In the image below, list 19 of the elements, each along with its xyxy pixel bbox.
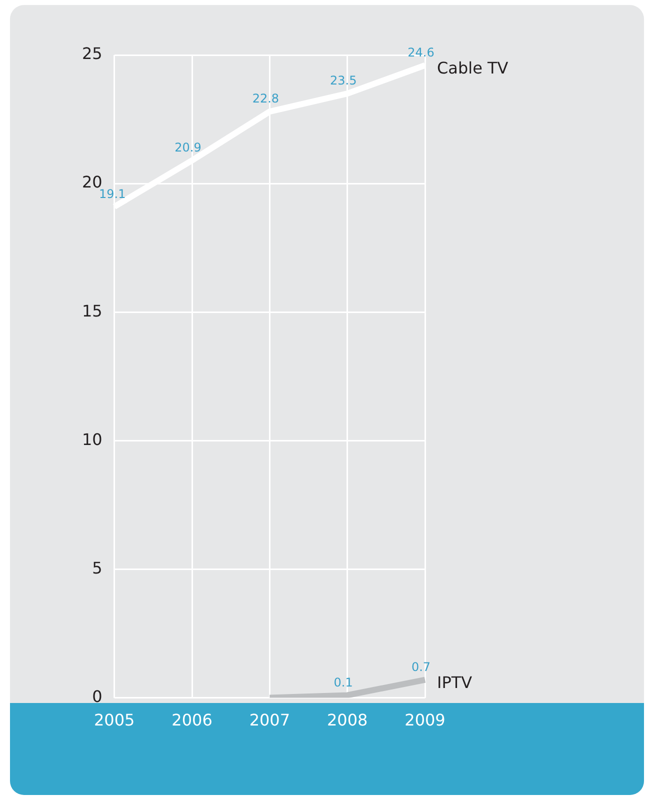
y-tick-label: 0 (92, 686, 102, 706)
y-tick-label: 25 (82, 44, 102, 64)
data-label: 24.6 (408, 45, 434, 60)
y-tick-label: 10 (82, 430, 102, 449)
data-label: 0.7 (411, 660, 431, 674)
data-label: 22.8 (252, 92, 280, 106)
y-tick-label: 15 (82, 301, 102, 320)
data-label: 19.1 (99, 186, 126, 201)
series-label: IPTV (437, 672, 472, 692)
data-label: 23.5 (330, 74, 357, 88)
x-tick-label: 2006 (172, 710, 212, 730)
series-label: Cable TV (437, 58, 508, 78)
x-tick-label: 2007 (249, 710, 290, 730)
y-tick-label: 5 (92, 558, 102, 578)
data-label: 0.1 (334, 675, 353, 690)
x-tick-label: 2009 (404, 710, 446, 730)
x-tick-label: 2008 (326, 710, 368, 730)
x-tick-label: 2005 (94, 710, 135, 730)
data-label: 20.9 (174, 140, 202, 155)
